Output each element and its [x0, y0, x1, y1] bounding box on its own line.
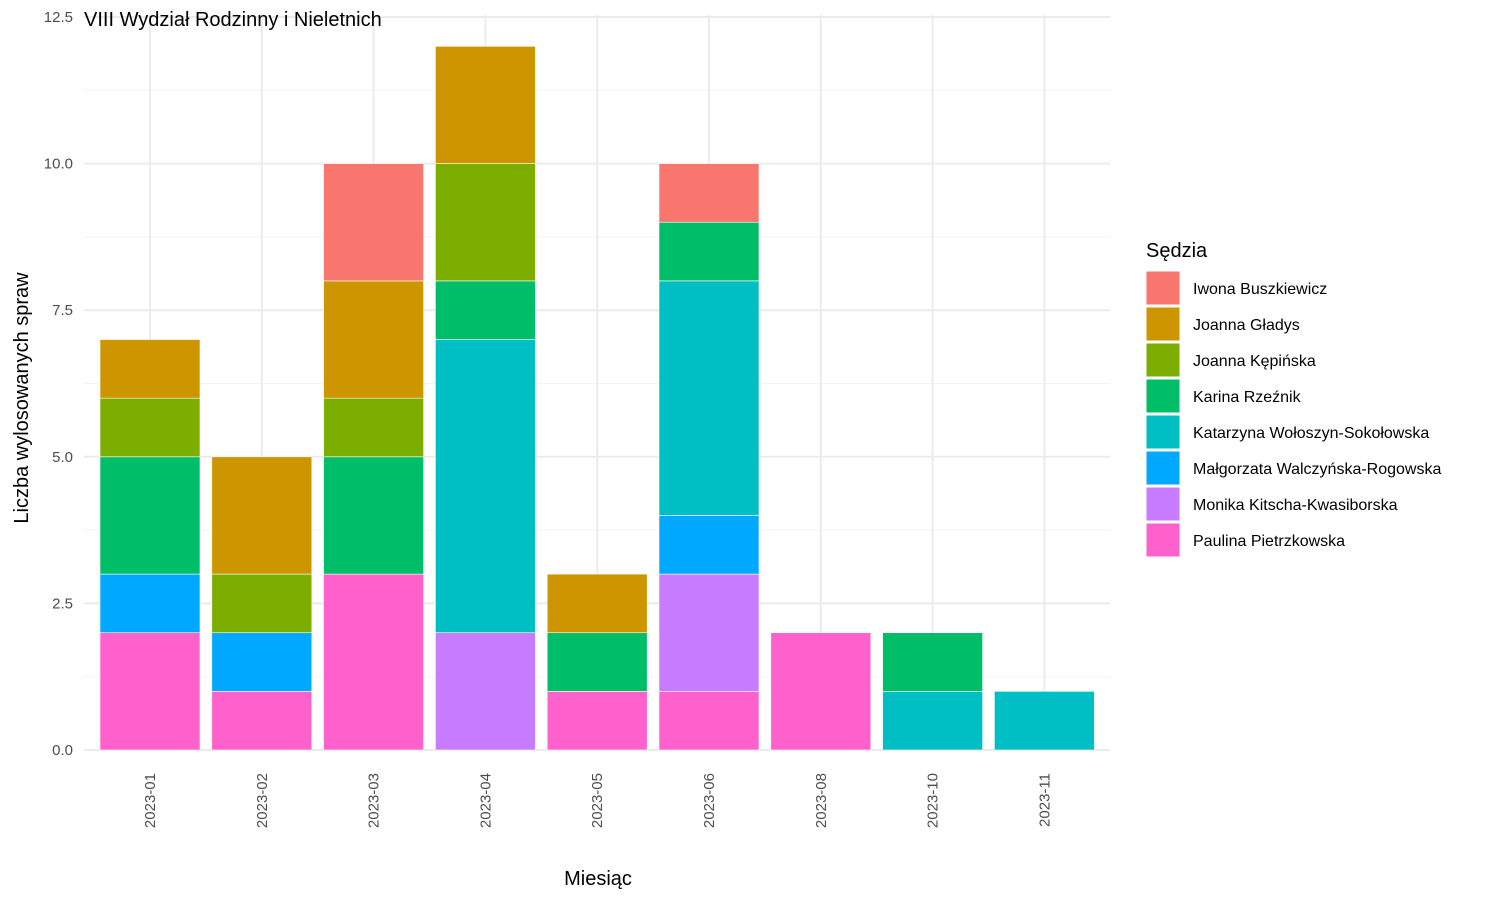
- x-axis-title: Miesiąc: [564, 868, 632, 890]
- legend-swatch-iwona-buszkiewicz: [1145, 270, 1181, 306]
- legend: Iwona Buszkiewicz Joanna Gładys Joanna Kęp…: [1145, 270, 1441, 558]
- legend-swatch-malgorzata-walczynska-rogowska: [1145, 450, 1181, 486]
- y-tick-label: 12.5: [44, 9, 73, 26]
- bar-segment-2023-04-katarzyna-woloszyn-sokolowska: [435, 339, 536, 634]
- bar-segment-2023-06-malgorzata-walczynska-rogowska: [658, 515, 760, 575]
- bar-segment-2023-02-joanna-gladys: [211, 456, 313, 575]
- legend-label: Joanna Gładys: [1193, 317, 1300, 334]
- bar-segment-2023-03-karina-rzeznik: [323, 456, 424, 575]
- y-tick-label: 7.5: [52, 302, 73, 319]
- bar-segment-2023-06-monika-kitscha-kwasiborska: [658, 573, 760, 692]
- x-tick-label: 2023-08: [813, 773, 830, 828]
- legend-swatch-karina-rzeznik: [1145, 378, 1181, 414]
- legend-swatch-joanna-kepinska: [1145, 342, 1181, 378]
- y-axis-title: Liczba wylosowanych spraw: [11, 272, 33, 524]
- bar-segment-2023-03-paulina-pietrzkowska: [323, 573, 424, 751]
- bar-segment-2023-03-iwona-buszkiewicz: [323, 163, 424, 282]
- x-tick-label: 2023-02: [254, 773, 271, 828]
- x-tick-label: 2023-04: [477, 773, 494, 828]
- bar-segment-2023-06-karina-rzeznik: [658, 221, 760, 282]
- legend-title: Sędzia: [1146, 240, 1208, 262]
- bar-segment-2023-06-katarzyna-woloszyn-sokolowska: [658, 280, 760, 516]
- bar-segment-2023-01-malgorzata-walczynska-rogowska: [99, 573, 201, 634]
- bar-segment-2023-10-karina-rzeznik: [882, 632, 983, 692]
- bar-segment-2023-05-joanna-gladys: [546, 573, 648, 634]
- legend-swatch-monika-kitscha-kwasiborska: [1145, 486, 1181, 522]
- x-tick-label: 2023-10: [925, 773, 942, 828]
- bar-segment-2023-04-joanna-kepinska: [435, 163, 536, 282]
- bar-segment-2023-02-malgorzata-walczynska-rogowska: [211, 632, 313, 692]
- bar-segment-2023-05-karina-rzeznik: [546, 632, 648, 692]
- legend-swatch-paulina-pietrzkowska: [1145, 522, 1181, 558]
- bars: [99, 46, 1095, 751]
- chart-title: VIII Wydział Rodzinny i Nieletnich: [84, 9, 382, 31]
- x-axis-ticks: 2023-01 2023-02 2023-03 2023-04 2023-05 2023-…: [142, 773, 1053, 828]
- bar-segment-2023-02-paulina-pietrzkowska: [211, 691, 313, 751]
- bar-segment-2023-04-joanna-gladys: [435, 46, 536, 164]
- legend-swatch-joanna-gladys: [1145, 306, 1181, 342]
- bar-segment-2023-04-monika-kitscha-kwasiborska: [435, 632, 536, 751]
- bar-segment-2023-01-joanna-kepinska: [99, 397, 201, 458]
- x-tick-label: 2023-01: [142, 773, 159, 828]
- bar-segment-2023-03-joanna-gladys: [323, 280, 424, 399]
- x-tick-label: 2023-11: [1036, 773, 1053, 827]
- y-tick-label: 10.0: [44, 156, 73, 173]
- y-tick-label: 2.5: [52, 595, 73, 612]
- legend-label: Katarzyna Wołoszyn-Sokołowska: [1193, 425, 1429, 442]
- legend-label: Joanna Kępińska: [1193, 353, 1316, 370]
- legend-swatch-katarzyna-woloszyn-sokolowska: [1145, 414, 1181, 450]
- bar-segment-2023-04-karina-rzeznik: [435, 280, 536, 340]
- bar-segment-2023-05-paulina-pietrzkowska: [546, 691, 648, 751]
- bar-segment-2023-01-karina-rzeznik: [99, 456, 201, 575]
- bar-segment-2023-02-joanna-kepinska: [211, 573, 313, 634]
- x-tick-label: 2023-03: [366, 773, 383, 828]
- x-tick-label: 2023-05: [589, 773, 606, 828]
- bar-segment-2023-01-joanna-gladys: [99, 339, 201, 399]
- y-tick-label: 5.0: [52, 449, 73, 466]
- y-axis-ticks: 0.0 2.5 5.0 7.5 10.0 12.5: [44, 9, 73, 759]
- bar-segment-2023-01-paulina-pietrzkowska: [99, 632, 201, 751]
- bar-segment-2023-10-katarzyna-woloszyn-sokolowska: [882, 691, 983, 751]
- bar-segment-2023-08-paulina-pietrzkowska: [770, 632, 872, 751]
- legend-label: Paulina Pietrzkowska: [1193, 533, 1345, 550]
- x-tick-label: 2023-06: [701, 773, 718, 828]
- bar-segment-2023-03-joanna-kepinska: [323, 397, 424, 458]
- legend-label: Małgorzata Walczyńska-Rogowska: [1193, 461, 1441, 478]
- legend-label: Karina Rzeźnik: [1193, 389, 1302, 406]
- legend-label: Iwona Buszkiewicz: [1193, 281, 1327, 298]
- bar-segment-2023-06-paulina-pietrzkowska: [658, 691, 760, 751]
- legend-label: Monika Kitscha-Kwasiborska: [1193, 497, 1398, 514]
- bar-segment-2023-06-iwona-buszkiewicz: [658, 163, 760, 223]
- bar-segment-2023-11-katarzyna-woloszyn-sokolowska: [994, 691, 1095, 751]
- y-tick-label: 0.0: [52, 742, 73, 759]
